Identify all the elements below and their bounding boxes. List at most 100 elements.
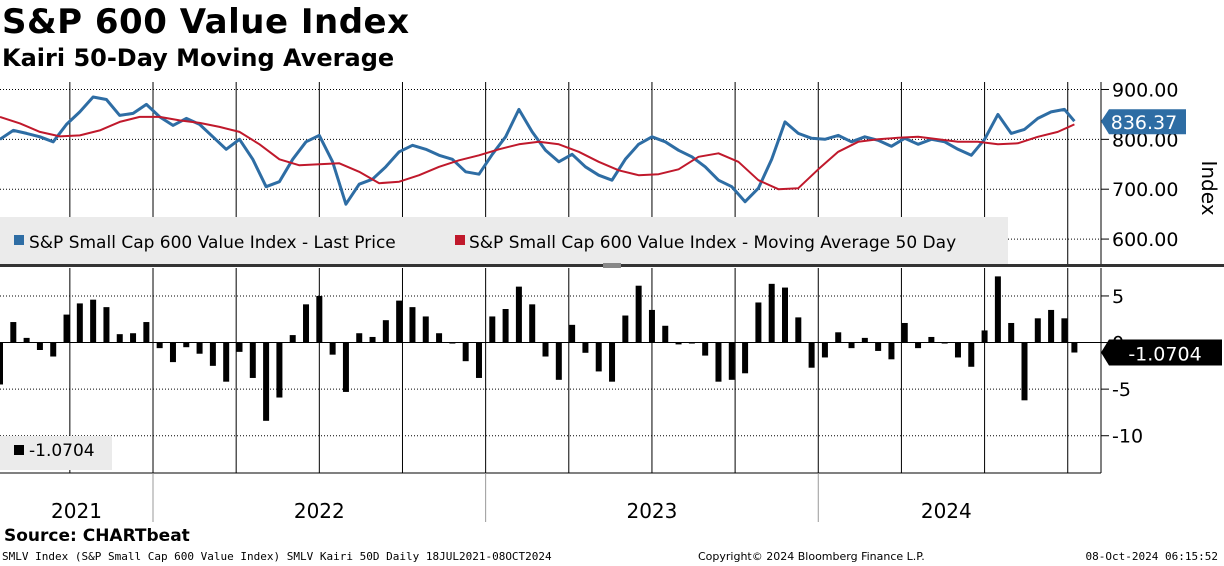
- kairi-legend-label: -1.0704: [29, 441, 95, 461]
- kairi-bar: [422, 316, 429, 343]
- kairi-legend-swatch: [14, 445, 24, 455]
- kairi-bar: [1008, 322, 1015, 343]
- page-title: S&P 600 Value Index: [2, 2, 410, 42]
- kairi-bar: [436, 333, 443, 343]
- kairi-bar: [475, 342, 482, 378]
- x-year-label: 2023: [626, 499, 677, 523]
- kairi-bar: [821, 342, 828, 358]
- price-last-value-flag: 836.37: [1101, 109, 1186, 135]
- kairi-bar: [76, 303, 83, 343]
- kairi-bar: [382, 320, 389, 343]
- y-tick-label: 5: [1112, 286, 1124, 308]
- kairi-bars: [0, 276, 1101, 421]
- kairi-bar: [103, 307, 110, 343]
- page-subtitle: Kairi 50-Day Moving Average: [2, 44, 395, 72]
- kairi-bar: [143, 322, 150, 343]
- kairi-bar: [688, 342, 695, 344]
- kairi-bar: [303, 304, 310, 343]
- legend-swatch-moving-average: [455, 235, 465, 245]
- kairi-bar: [276, 342, 283, 398]
- kairi-bar: [409, 307, 416, 343]
- kairi-bar: [555, 342, 562, 380]
- kairi-bar: [515, 286, 522, 343]
- kairi-bar: [941, 342, 948, 344]
- kairi-bar: [1071, 342, 1078, 353]
- source-note: Source: CHARTbeat: [4, 526, 190, 546]
- kairi-bar: [609, 342, 616, 382]
- kairi-bar: [981, 330, 988, 343]
- kairi-bar: [209, 342, 216, 366]
- kairi-bar: [542, 342, 549, 357]
- kairi-bar: [23, 337, 30, 343]
- footer-copyright: Copyright© 2024 Bloomberg Finance L.P.: [698, 550, 925, 563]
- kairi-bar: [183, 342, 190, 348]
- kairi-bar: [289, 335, 296, 343]
- kairi-bar: [1034, 318, 1041, 343]
- kairi-bar: [768, 283, 775, 343]
- kairi-bar: [755, 302, 762, 343]
- kairi-bar: [90, 299, 97, 343]
- kairi-bar: [342, 342, 349, 392]
- kairi-bar: [0, 342, 3, 385]
- legend-background: [0, 217, 1008, 265]
- kairi-bar: [715, 342, 722, 382]
- kairi-bar: [63, 314, 70, 343]
- kairi-last-value: -1.0704: [1128, 344, 1201, 366]
- kairi-bar: [595, 342, 602, 372]
- kairi-bar: [675, 342, 682, 345]
- kairi-bar: [782, 287, 789, 343]
- kairi-bar: [116, 334, 123, 343]
- kairi-bar: [462, 342, 469, 362]
- y-axis-label: Index: [1197, 160, 1221, 215]
- panel-resize-handle[interactable]: [603, 263, 621, 268]
- kairi-bar: [223, 342, 230, 382]
- kairi-panel: 50-5-10 -1.0704: [0, 268, 1143, 473]
- kairi-bar: [954, 342, 961, 358]
- kairi-bar: [169, 342, 176, 363]
- legend-swatch-last-price: [14, 235, 24, 245]
- kairi-bar: [848, 342, 855, 349]
- kairi-bar: [888, 342, 895, 360]
- kairi-bar: [635, 285, 642, 343]
- kairi-bar: [648, 309, 655, 343]
- footer-timestamp: 08-Oct-2024 06:15:52: [1085, 550, 1218, 563]
- y-tick-label: 900.00: [1112, 79, 1178, 101]
- kairi-bar: [263, 342, 270, 421]
- price-series: [0, 95, 1076, 206]
- kairi-bar: [369, 336, 376, 343]
- price-legend: S&P Small Cap 600 Value Index - Last Pri…: [0, 217, 1008, 265]
- kairi-bar: [861, 337, 868, 343]
- x-axis: 2021 2022 2023 2024: [0, 472, 1101, 523]
- kairi-bar: [582, 342, 589, 353]
- kairi-bar: [915, 342, 922, 349]
- kairi-bar: [316, 295, 323, 343]
- kairi-bar: [835, 332, 842, 343]
- y-tick-label: 700.00: [1112, 179, 1178, 201]
- kairi-bar: [329, 342, 336, 355]
- kairi-gridlines: [0, 268, 1101, 473]
- x-year-label: 2022: [294, 499, 345, 523]
- kairi-bar: [928, 336, 935, 343]
- kairi-bar: [968, 342, 975, 367]
- kairi-last-value-flag: -1.0704: [1101, 339, 1222, 366]
- kairi-bar: [10, 322, 17, 343]
- kairi-bar: [1061, 318, 1068, 343]
- legend-label-moving-average: S&P Small Cap 600 Value Index - Moving A…: [469, 233, 956, 253]
- kairi-bar: [249, 342, 256, 378]
- kairi-bar: [196, 342, 203, 354]
- price-panel: 900.00 800.00 700.00 600.00 S&P Small Cap 6…: [0, 79, 1221, 265]
- kairi-bar: [795, 317, 802, 343]
- kairi-bar: [529, 304, 536, 343]
- kairi-bar: [50, 342, 57, 357]
- price-y-axis: 900.00 800.00 700.00 600.00: [1101, 79, 1178, 251]
- kairi-bar: [396, 300, 403, 343]
- kairi-bar: [994, 276, 1001, 343]
- y-tick-label: -10: [1112, 426, 1143, 448]
- footer-ticker-info: SMLV Index (S&P Small Cap 600 Value Inde…: [2, 550, 552, 563]
- price-last-value: 836.37: [1111, 112, 1177, 134]
- kairi-bar: [356, 333, 363, 343]
- kairi-bar: [742, 342, 749, 374]
- last-price-line: [0, 95, 1076, 206]
- kairi-bar: [449, 342, 456, 344]
